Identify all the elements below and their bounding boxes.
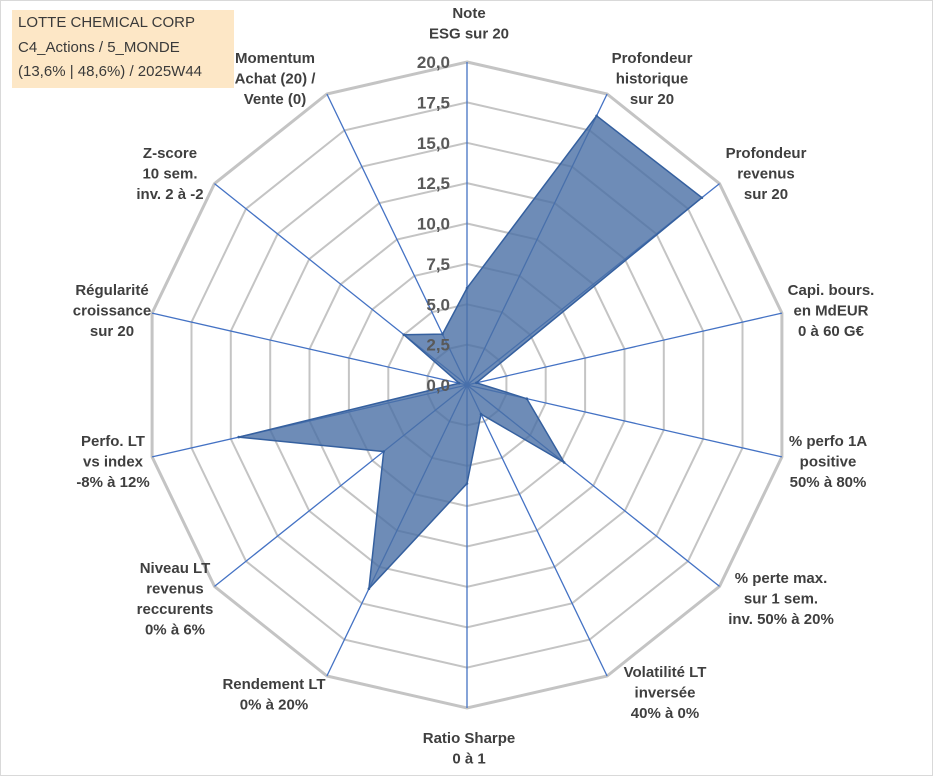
series-point-7 <box>465 482 469 485</box>
axis-label-10-line-0: Perfo. LT <box>81 433 145 450</box>
axis-label-2-line-2: sur 20 <box>744 186 788 203</box>
axis-label-5-line-1: sur 1 sem. <box>744 591 818 608</box>
axis-label-11: Régularité croissance sur 20 <box>73 282 151 340</box>
axis-label-3-line-1: en MdEUR <box>794 303 869 320</box>
axis-label-4-line-2: 50% à 80% <box>790 474 867 491</box>
series-point-5 <box>562 461 566 464</box>
axis-labels: Note ESG sur 20 Profondeur historique sur 20… <box>73 5 875 768</box>
series-point-1 <box>595 114 598 118</box>
axis-label-2-line-0: Profondeur <box>726 145 807 162</box>
series-point-10 <box>237 435 240 439</box>
axis-label-3: Capi. bours. en MdEUR 0 à 60 G€ <box>788 282 875 340</box>
axis-label-6-line-0: Volatilité LT <box>624 664 707 681</box>
axis-label-11-line-0: Régularité <box>75 282 148 299</box>
axis-label-11-line-1: croissance <box>73 303 151 320</box>
series-point-3 <box>475 381 478 385</box>
series-point-11 <box>457 381 461 385</box>
axis-label-9-line-2: reccurents <box>137 601 214 618</box>
axis-label-10-line-1: vs index <box>83 454 144 471</box>
axis-label-7-line-0: Ratio Sharpe <box>423 730 516 747</box>
tick-label-8: 20,0 <box>417 53 450 72</box>
series-point-6 <box>479 412 483 416</box>
axis-label-0: Note ESG sur 20 <box>429 5 509 43</box>
axis-label-1: Profondeur historique sur 20 <box>612 50 693 108</box>
tick-label-7: 17,5 <box>417 93 450 112</box>
tick-label-4: 10,0 <box>417 215 450 234</box>
axis-spoke-3 <box>466 312 783 386</box>
tick-label-5: 12,5 <box>417 174 450 193</box>
axis-label-12-line-2: inv. 2 à -2 <box>136 186 203 203</box>
series-point-12 <box>402 333 406 337</box>
series-point-8 <box>367 587 371 590</box>
axis-label-8-line-1: 0% à 20% <box>240 697 308 714</box>
axis-label-5: % perte max. sur 1 sem. inv. 50% à 20% <box>728 570 834 628</box>
axis-label-12-line-0: Z-score <box>143 145 197 162</box>
axis-label-13: Momentum Achat (20) / Vente (0) <box>235 50 317 108</box>
tick-label-1: 2,5 <box>426 336 450 355</box>
axis-label-13-line-2: Vente (0) <box>244 91 307 108</box>
title-company-name: LOTTE CHEMICAL CORP <box>18 14 195 31</box>
axis-label-7: Ratio Sharpe 0 à 1 <box>423 730 516 768</box>
axis-label-8-line-0: Rendement LT <box>222 676 325 693</box>
series-point-0 <box>465 286 469 290</box>
tick-label-6: 15,0 <box>417 134 450 153</box>
axis-label-10: Perfo. LT vs index -8% à 12% <box>76 433 149 491</box>
axis-label-7-line-1: 0 à 1 <box>452 751 485 768</box>
axis-label-6-line-2: 40% à 0% <box>631 705 699 722</box>
series-0 <box>237 114 704 591</box>
axis-label-6-line-1: inversée <box>635 685 696 702</box>
axis-label-6: Volatilité LT inversée 40% à 0% <box>624 664 707 722</box>
axis-label-12-line-1: 10 sem. <box>142 166 197 183</box>
axis-label-11-line-2: sur 20 <box>90 323 134 340</box>
axis-label-13-line-0: Momentum <box>235 50 315 67</box>
axis-label-4-line-1: positive <box>800 454 857 471</box>
axis-label-2: Profondeur revenus sur 20 <box>726 145 807 203</box>
axis-spoke-6 <box>466 384 608 677</box>
axis-label-8: Rendement LT 0% à 20% <box>222 676 325 714</box>
axis-label-3-line-0: Capi. bours. <box>788 282 875 299</box>
axis-label-1-line-1: historique <box>616 71 689 88</box>
title-category: C4_Actions / 5_MONDE <box>18 38 180 56</box>
title-stats-period: (13,6% | 48,6%) / 2025W44 <box>18 63 202 80</box>
axis-label-4-line-0: % perfo 1A <box>789 433 868 450</box>
axis-label-3-line-2: 0 à 60 G€ <box>798 323 865 340</box>
axis-label-1-line-0: Profondeur <box>612 50 693 67</box>
tick-label-3: 7,5 <box>426 255 450 274</box>
tick-label-2: 5,0 <box>426 295 450 314</box>
axis-label-0-line-1: ESG sur 20 <box>429 26 509 43</box>
series-point-9 <box>382 450 386 453</box>
radial-tick-labels: 0,0 2,5 5,0 7,5 10,0 12,5 15,0 17,5 20,0 <box>417 53 450 395</box>
axis-label-9-line-0: Niveau LT <box>140 560 211 577</box>
axis-label-9-line-1: revenus <box>146 581 204 598</box>
axis-label-5-line-0: % perte max. <box>735 570 828 587</box>
axis-label-1-line-2: sur 20 <box>630 91 674 108</box>
axis-label-13-line-1: Achat (20) / <box>235 71 317 88</box>
tick-label-0: 0,0 <box>426 376 450 395</box>
axis-label-2-line-1: revenus <box>737 166 795 183</box>
axis-label-5-line-2: inv. 50% à 20% <box>728 611 834 628</box>
axis-spoke-11 <box>151 312 468 386</box>
series-point-4 <box>525 397 529 401</box>
series-point-2 <box>700 196 704 199</box>
axis-label-10-line-2: -8% à 12% <box>76 474 149 491</box>
title-box: LOTTE CHEMICAL CORP C4_Actions / 5_MONDE… <box>12 10 234 88</box>
series-point-13 <box>441 332 444 336</box>
axis-label-12: Z-score 10 sem. inv. 2 à -2 <box>136 145 203 203</box>
axis-label-4: % perfo 1A positive 50% à 80% <box>789 433 868 491</box>
axis-label-0-line-0: Note <box>452 5 485 22</box>
axis-label-9: Niveau LT revenus reccurents 0% à 6% <box>137 560 214 639</box>
axis-label-9-line-3: 0% à 6% <box>145 622 205 639</box>
